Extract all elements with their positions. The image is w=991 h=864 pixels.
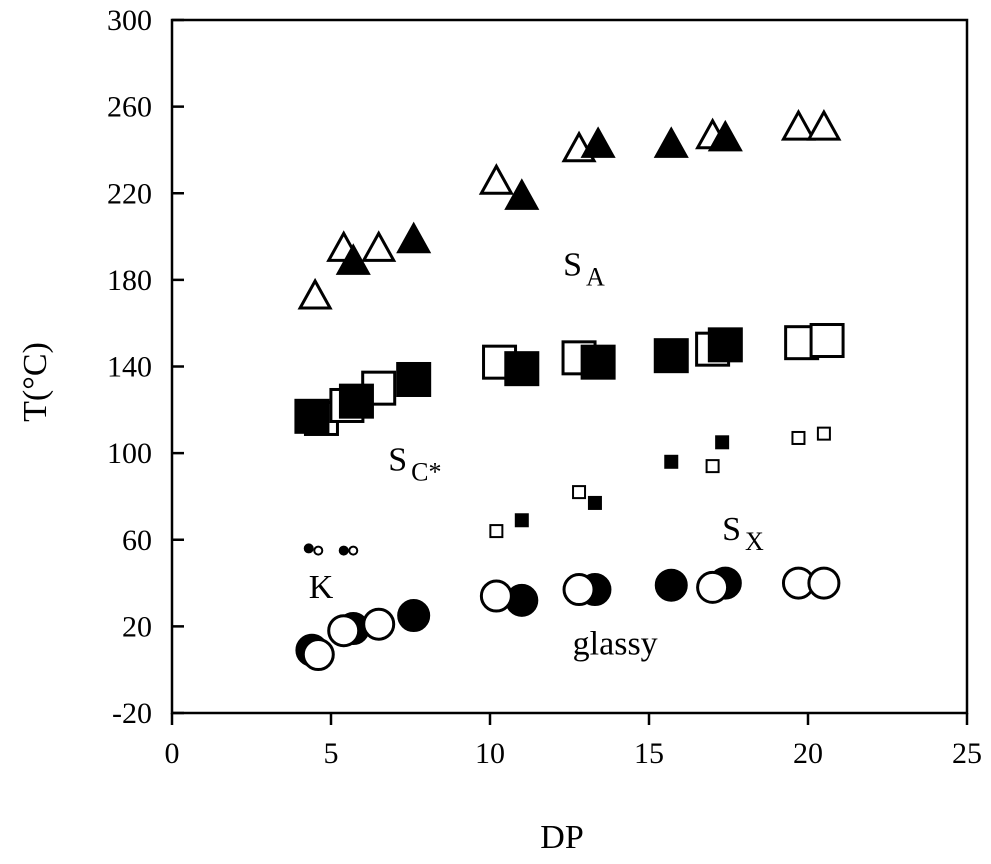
circle-filled-point <box>654 568 688 602</box>
circle-open-point <box>807 566 841 600</box>
square-filled-point <box>504 351 540 387</box>
y-tick-label: 20 <box>122 610 152 643</box>
triangle-open-point <box>297 277 333 310</box>
data-points <box>294 108 845 672</box>
x-tick-label: 0 <box>165 737 180 770</box>
region-label-text: glassy <box>573 626 658 663</box>
square-filled-point <box>707 327 743 363</box>
circle-open-point <box>696 570 730 604</box>
tick-labels: 0 5 10 15 20 25 -20 20 60 100 140 180 220 260 300 <box>107 4 982 770</box>
square-open-point <box>572 485 587 500</box>
square-open-point <box>809 323 845 359</box>
circle-filled-point <box>338 545 349 556</box>
y-tick-label: 300 <box>107 4 152 37</box>
circle-filled-point <box>397 599 431 633</box>
region-label-subscript: C* <box>411 457 441 486</box>
circle-open-point <box>479 579 513 613</box>
region-label-text: K <box>309 569 334 606</box>
y-axis-title: T(°C) <box>17 342 54 422</box>
circle-open-point <box>313 545 324 556</box>
x-tick-label: 10 <box>475 737 505 770</box>
triangle-filled-point <box>580 126 616 158</box>
y-tick-label: 100 <box>107 437 152 470</box>
square-open-point <box>791 430 806 445</box>
x-tick-label: 25 <box>952 737 982 770</box>
region-label: S C* <box>388 441 441 486</box>
circle-open-point <box>327 614 361 648</box>
square-open-point <box>489 524 504 539</box>
y-tick-label: 180 <box>107 264 152 297</box>
region-label-subscript: A <box>586 263 605 292</box>
circle-open-point <box>562 573 596 607</box>
y-tick-label: 60 <box>122 524 152 557</box>
square-filled-point <box>514 513 529 528</box>
triangle-filled-point <box>335 243 371 275</box>
triangle-filled-point <box>707 119 743 152</box>
circle-open-point <box>362 607 396 641</box>
circle-open-point <box>348 545 359 556</box>
region-label-subscript: X <box>745 527 764 556</box>
x-axis-title: DP <box>540 819 583 856</box>
y-tick-label: -20 <box>112 697 152 730</box>
square-filled-point <box>587 495 602 510</box>
triangle-open-point <box>780 108 817 141</box>
x-tick-label: 20 <box>793 737 823 770</box>
y-tick-label: 220 <box>107 177 152 210</box>
square-filled-point <box>653 338 689 374</box>
triangle-open-point <box>478 163 514 195</box>
circle-open-point <box>301 638 335 672</box>
square-filled-point <box>338 383 374 419</box>
triangle-filled-point <box>396 221 432 254</box>
region-label: K <box>309 569 334 606</box>
square-filled-point <box>664 454 679 469</box>
triangle-filled-point <box>653 126 689 158</box>
axes <box>170 18 969 725</box>
square-filled-point <box>715 435 730 450</box>
square-open-point <box>705 459 720 474</box>
x-tick-label: 15 <box>634 737 664 770</box>
region-label-text: S <box>388 441 407 478</box>
square-filled-point <box>580 344 616 380</box>
region-label: glassy <box>573 626 658 663</box>
y-tick-label: 260 <box>107 91 152 124</box>
square-filled-point <box>294 398 330 434</box>
circle-filled-point <box>303 543 314 554</box>
region-label-text: S <box>722 511 741 548</box>
triangle-open-point <box>361 230 397 262</box>
x-tick-label: 5 <box>324 737 339 770</box>
region-label-text: S <box>563 247 582 284</box>
triangle-open-point <box>806 108 842 141</box>
y-tick-label: 140 <box>107 351 152 384</box>
square-open-point <box>816 426 831 441</box>
triangle-filled-point <box>504 178 540 210</box>
square-filled-point <box>396 361 432 397</box>
